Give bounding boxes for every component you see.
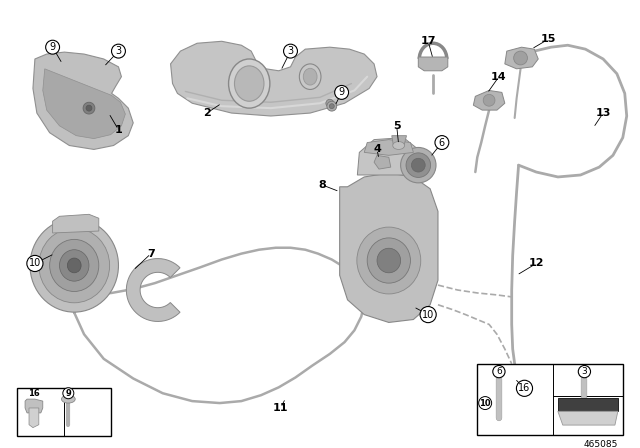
Text: 2: 2 — [203, 108, 211, 118]
Text: 10: 10 — [479, 399, 491, 408]
Polygon shape — [374, 155, 391, 169]
Text: 10: 10 — [29, 258, 41, 268]
Ellipse shape — [406, 153, 431, 177]
Polygon shape — [52, 214, 99, 233]
Text: 9: 9 — [65, 389, 71, 398]
Ellipse shape — [327, 101, 337, 111]
Text: 9: 9 — [339, 87, 345, 97]
Polygon shape — [43, 69, 125, 138]
Text: 6: 6 — [439, 138, 445, 147]
Ellipse shape — [393, 142, 404, 150]
Ellipse shape — [401, 147, 436, 183]
Text: 15: 15 — [540, 34, 556, 44]
Text: 3: 3 — [287, 46, 294, 56]
Text: 16: 16 — [28, 389, 40, 398]
Ellipse shape — [30, 219, 118, 312]
Text: 9: 9 — [49, 42, 56, 52]
Ellipse shape — [326, 99, 334, 107]
Ellipse shape — [234, 66, 264, 101]
Ellipse shape — [67, 258, 81, 273]
Polygon shape — [357, 138, 420, 175]
Text: 6: 6 — [496, 367, 502, 376]
Ellipse shape — [303, 69, 317, 85]
Polygon shape — [392, 136, 406, 147]
Ellipse shape — [61, 395, 76, 403]
Polygon shape — [364, 140, 413, 155]
Text: 12: 12 — [529, 258, 544, 268]
Polygon shape — [25, 399, 43, 413]
Text: 7: 7 — [147, 249, 155, 258]
Ellipse shape — [412, 158, 425, 172]
Polygon shape — [33, 52, 133, 150]
Text: 16: 16 — [518, 383, 531, 393]
Polygon shape — [558, 397, 618, 411]
Text: 13: 13 — [595, 108, 611, 118]
Text: 14: 14 — [491, 72, 507, 82]
Ellipse shape — [83, 102, 95, 114]
Text: 3: 3 — [115, 46, 122, 56]
Polygon shape — [505, 47, 538, 69]
Polygon shape — [340, 173, 438, 323]
Ellipse shape — [50, 239, 99, 292]
Ellipse shape — [39, 228, 109, 303]
FancyBboxPatch shape — [477, 364, 623, 435]
Text: 17: 17 — [420, 36, 436, 46]
Ellipse shape — [357, 227, 420, 294]
Ellipse shape — [60, 250, 89, 281]
Ellipse shape — [367, 238, 410, 283]
Ellipse shape — [483, 95, 495, 106]
Ellipse shape — [228, 59, 270, 108]
Text: 11: 11 — [273, 403, 289, 413]
Text: 465085: 465085 — [584, 440, 618, 448]
Polygon shape — [171, 41, 377, 116]
Polygon shape — [29, 408, 39, 428]
Polygon shape — [419, 57, 448, 71]
Ellipse shape — [86, 105, 92, 111]
Text: 5: 5 — [393, 121, 401, 131]
Ellipse shape — [330, 104, 334, 108]
Ellipse shape — [300, 64, 321, 90]
Ellipse shape — [377, 248, 401, 273]
FancyBboxPatch shape — [17, 388, 111, 435]
Ellipse shape — [514, 51, 527, 65]
Polygon shape — [474, 90, 505, 110]
Text: 4: 4 — [373, 144, 381, 155]
Text: 8: 8 — [318, 180, 326, 190]
Polygon shape — [126, 258, 180, 322]
Text: 3: 3 — [582, 367, 588, 376]
Text: 10: 10 — [422, 310, 435, 319]
Text: 1: 1 — [115, 125, 122, 135]
Polygon shape — [558, 411, 618, 425]
